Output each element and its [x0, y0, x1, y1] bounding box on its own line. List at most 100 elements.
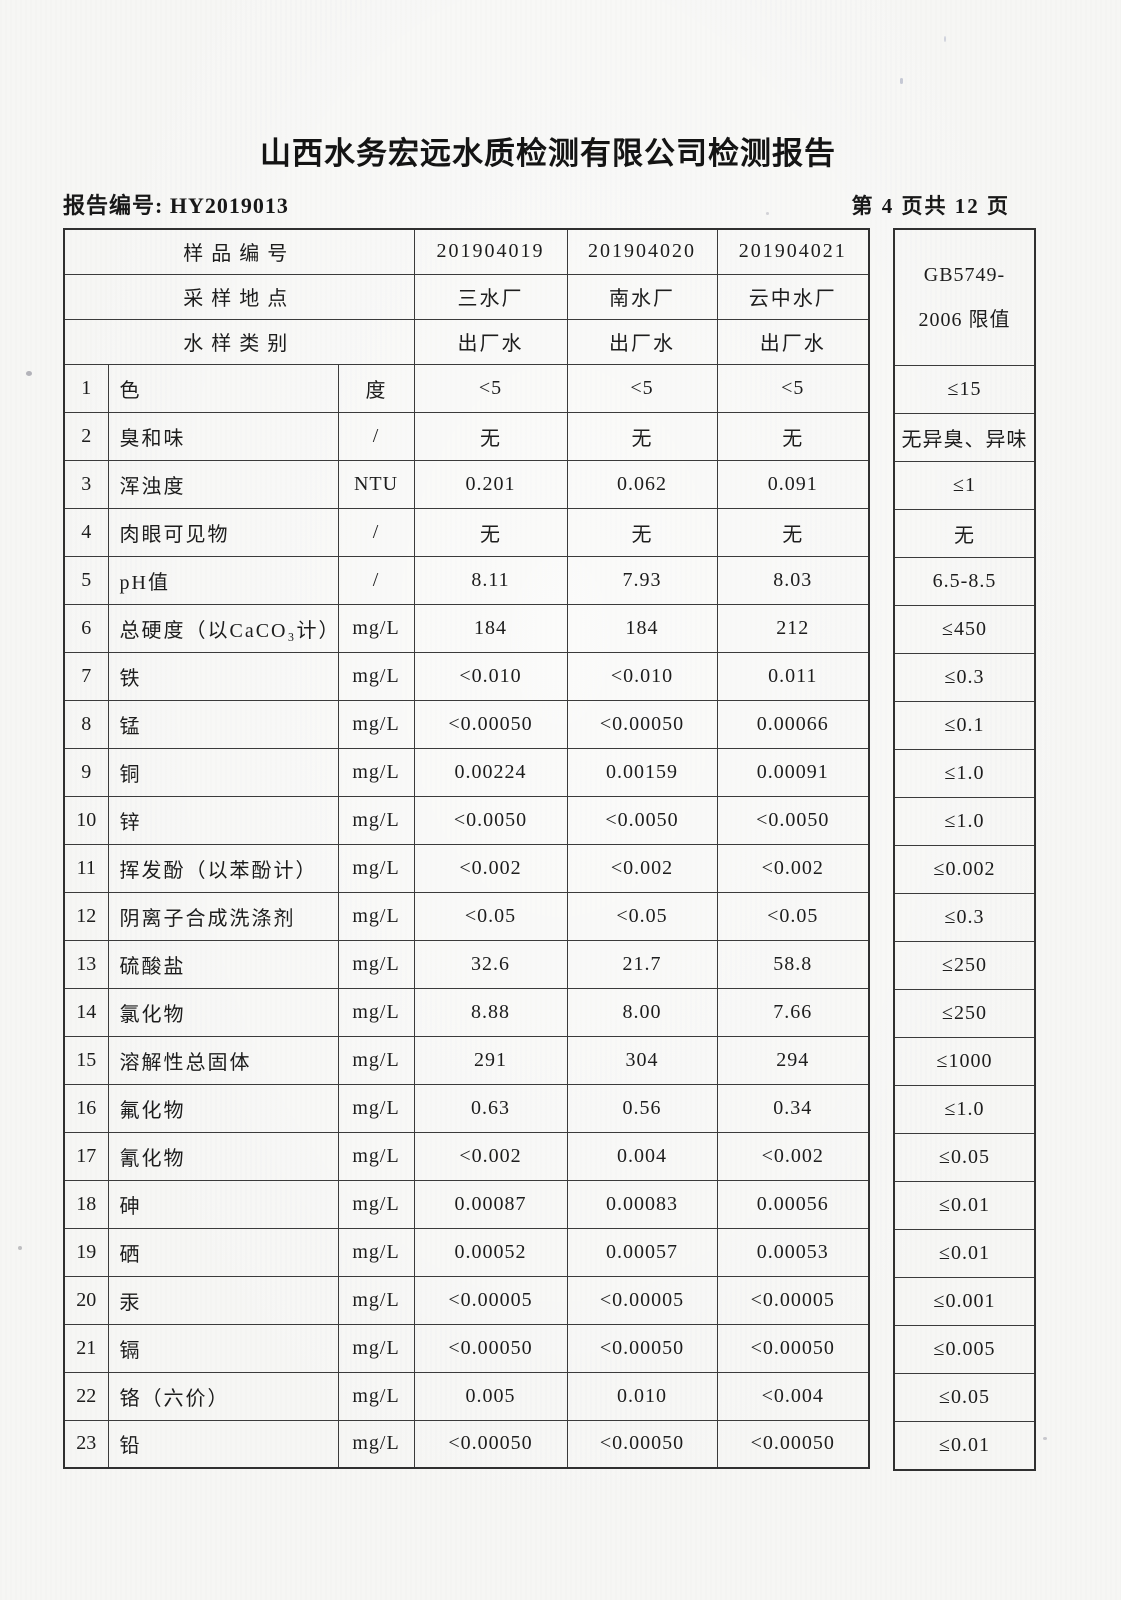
parameter-name: 总硬度（以CaCO₃计） [107, 603, 339, 653]
row-number: 19 [63, 1227, 109, 1277]
table-row: 6 总硬度（以CaCO₃计） mg/L 184 184 212 [63, 603, 870, 653]
unit: / [337, 507, 415, 557]
limit-value: 6.5-8.5 [893, 557, 1036, 606]
table-row: 21 镉 mg/L <0.00050 <0.00050 <0.00050 [63, 1323, 870, 1373]
sample3-type: 出厂水 [716, 318, 870, 365]
parameter-name: 溶解性总固体 [107, 1035, 339, 1085]
sample3-location: 云中水厂 [716, 273, 870, 320]
parameter-name: 镉 [107, 1323, 339, 1373]
sample3-value: 8.03 [716, 555, 870, 605]
sample2-value: <0.0050 [566, 795, 718, 845]
table-row: 7 铁 mg/L <0.010 <0.010 0.011 [63, 651, 870, 701]
scan-speck [26, 371, 32, 376]
sample2-value: <0.002 [566, 843, 718, 893]
parameter-name: 铁 [107, 651, 339, 701]
table-row: 22 铬（六价） mg/L 0.005 0.010 <0.004 [63, 1371, 870, 1421]
table-row: 11 挥发酚（以苯酚计） mg/L <0.002 <0.002 <0.002 [63, 843, 870, 893]
unit: mg/L [337, 1035, 415, 1085]
limit-row: ≤0.002 [893, 845, 1036, 894]
unit: / [337, 411, 415, 461]
table-row: 12 阴离子合成洗涤剂 mg/L <0.05 <0.05 <0.05 [63, 891, 870, 941]
limit-row: ≤250 [893, 989, 1036, 1038]
sample2-value: <0.00050 [566, 1323, 718, 1373]
row-number: 6 [63, 603, 109, 653]
parameter-name: 氰化物 [107, 1131, 339, 1181]
sample3-number: 201904021 [716, 228, 870, 275]
sample3-value: <5 [716, 363, 870, 413]
sample3-value: 7.66 [716, 987, 870, 1037]
sample3-value: 294 [716, 1035, 870, 1085]
limit-row: ≤0.05 [893, 1373, 1036, 1422]
limit-row: ≤1 [893, 461, 1036, 510]
sample2-value: 0.00057 [566, 1227, 718, 1277]
limit-row: ≤0.01 [893, 1229, 1036, 1278]
parameter-name: 阴离子合成洗涤剂 [107, 891, 339, 941]
sample1-value: <0.002 [413, 843, 568, 893]
sample1-value: <0.05 [413, 891, 568, 941]
row-number: 8 [63, 699, 109, 749]
type-label: 水样类别 [63, 318, 415, 365]
sample1-location: 三水厂 [413, 273, 568, 320]
sample2-value: <0.00005 [566, 1275, 718, 1325]
sample3-value: 58.8 [716, 939, 870, 989]
sample2-value: 无 [566, 507, 718, 557]
limit-value: ≤0.01 [893, 1421, 1036, 1470]
limit-value: ≤0.001 [893, 1277, 1036, 1326]
limit-row: ≤0.1 [893, 701, 1036, 750]
sample1-value: <0.0050 [413, 795, 568, 845]
limit-value: ≤0.3 [893, 653, 1036, 702]
sample1-type: 出厂水 [413, 318, 568, 365]
parameter-name: 砷 [107, 1179, 339, 1229]
unit: mg/L [337, 747, 415, 797]
row-number: 21 [63, 1323, 109, 1373]
row-number: 18 [63, 1179, 109, 1229]
sample2-value: 7.93 [566, 555, 718, 605]
parameter-name: 肉眼可见物 [107, 507, 339, 557]
row-number: 16 [63, 1083, 109, 1133]
table-row: 13 硫酸盐 mg/L 32.6 21.7 58.8 [63, 939, 870, 989]
sample3-value: 0.011 [716, 651, 870, 701]
table-row: 9 铜 mg/L 0.00224 0.00159 0.00091 [63, 747, 870, 797]
sample1-value: 无 [413, 507, 568, 557]
sample2-value: <5 [566, 363, 718, 413]
sample3-value: 0.00056 [716, 1179, 870, 1229]
sample3-value: <0.00005 [716, 1275, 870, 1325]
report-number: 报告编号: HY2019013 [63, 193, 289, 218]
row-number: 13 [63, 939, 109, 989]
parameter-name: 挥发酚（以苯酚计） [107, 843, 339, 893]
sample2-value: 8.00 [566, 987, 718, 1037]
unit: mg/L [337, 603, 415, 653]
limit-row: ≤0.05 [893, 1133, 1036, 1182]
sample1-value: 0.00087 [413, 1179, 568, 1229]
table-row: 10 锌 mg/L <0.0050 <0.0050 <0.0050 [63, 795, 870, 845]
sample2-value: 0.56 [566, 1083, 718, 1133]
sample1-value: <0.00005 [413, 1275, 568, 1325]
limit-value: ≤450 [893, 605, 1036, 654]
parameter-name: 锌 [107, 795, 339, 845]
limit-value: ≤1.0 [893, 749, 1036, 798]
limit-value: 无异臭、异味 [893, 413, 1036, 462]
limit-table-body: GB5749- 2006 限值 ≤15 无异臭、异味 ≤1 无 6.5-8.5 … [893, 228, 1036, 1470]
sample2-value: 0.00159 [566, 747, 718, 797]
sample1-value: 0.00052 [413, 1227, 568, 1277]
limit-row: 无异臭、异味 [893, 413, 1036, 462]
limit-value: ≤0.05 [893, 1133, 1036, 1182]
sample2-value: 0.062 [566, 459, 718, 509]
sample1-value: <0.00050 [413, 699, 568, 749]
row-number: 1 [63, 363, 109, 413]
unit: mg/L [337, 1323, 415, 1373]
limit-value: ≤1.0 [893, 1085, 1036, 1134]
limit-value: ≤1000 [893, 1037, 1036, 1086]
sample2-value: 无 [566, 411, 718, 461]
parameter-name: 浑浊度 [107, 459, 339, 509]
unit: mg/L [337, 1371, 415, 1421]
unit: mg/L [337, 699, 415, 749]
parameter-name: 铜 [107, 747, 339, 797]
limit-value: ≤0.1 [893, 701, 1036, 750]
limit-row: ≤1.0 [893, 797, 1036, 846]
sample1-value: 0.00224 [413, 747, 568, 797]
sample3-value: <0.002 [716, 843, 870, 893]
sample2-value: <0.00050 [566, 1419, 718, 1469]
parameter-name: 汞 [107, 1275, 339, 1325]
